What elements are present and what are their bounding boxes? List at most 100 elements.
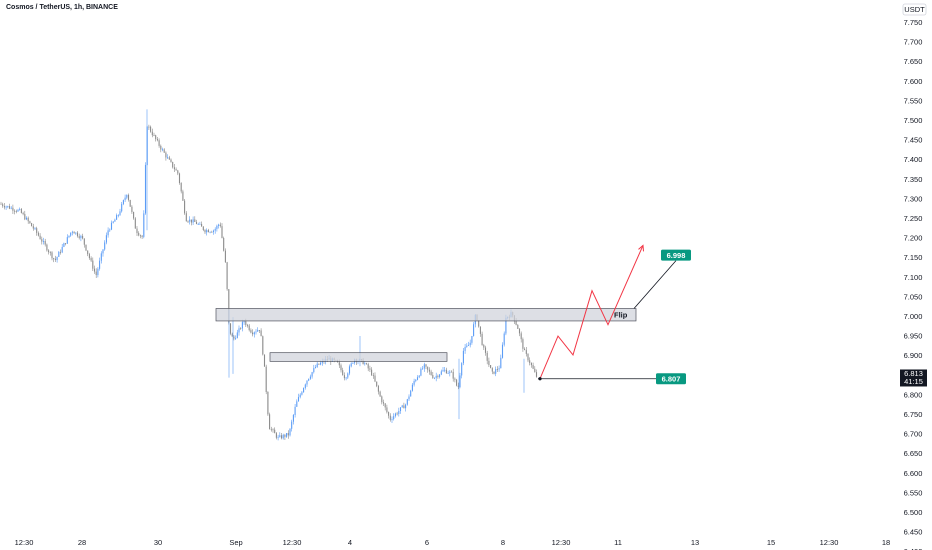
candle-body: [212, 230, 215, 233]
candle-body: [464, 346, 466, 351]
candle-body: [350, 363, 352, 367]
candle-body: [141, 235, 143, 237]
candle-body: [41, 239, 43, 242]
candle-body: [411, 384, 413, 391]
candle-body: [371, 369, 373, 376]
candle-body: [107, 230, 109, 236]
candle-body: [109, 229, 111, 231]
candle-body: [252, 332, 254, 335]
candle-body: [461, 363, 463, 376]
candle-body: [173, 167, 175, 170]
candle-body: [263, 354, 266, 367]
candle-body: [442, 370, 444, 372]
candle-body: [488, 360, 490, 366]
price-tick: 7.350: [904, 175, 923, 184]
support-zone[interactable]: [269, 352, 448, 362]
last-price-value: 6.813: [904, 369, 923, 378]
time-tick: 15: [767, 538, 775, 547]
candle-body: [479, 326, 481, 334]
candle-body: [161, 149, 164, 151]
candle-body: [14, 210, 16, 212]
candle-body: [138, 233, 140, 236]
price-tick: 7.000: [904, 312, 923, 321]
candle-body: [450, 371, 453, 373]
candle-body: [156, 139, 158, 141]
candle-body: [423, 364, 425, 369]
candle-body: [524, 348, 526, 351]
price-tick: 7.200: [904, 234, 923, 243]
candle-body: [316, 363, 318, 368]
candle-body: [372, 375, 374, 376]
candle-body: [478, 320, 480, 327]
candle-body: [484, 347, 487, 353]
time-tick: 12:30: [15, 538, 34, 547]
current-level-tag: [656, 373, 686, 385]
candle-body: [454, 378, 456, 380]
candle-body: [15, 211, 17, 212]
price-tick: 6.600: [904, 469, 923, 478]
candle-body: [175, 169, 177, 171]
time-tick: 13: [691, 538, 699, 547]
candle-body: [65, 243, 67, 244]
currency-badge[interactable]: [902, 3, 927, 16]
candle-body: [282, 434, 284, 439]
time-tick: 6: [425, 538, 429, 547]
candle-body: [518, 328, 521, 334]
candle-body: [399, 407, 402, 411]
candle-body: [19, 209, 21, 210]
candle-body: [224, 250, 226, 263]
candle-body: [172, 161, 174, 168]
candle-body: [432, 375, 434, 379]
candle-body: [343, 375, 345, 379]
candle-body: [226, 262, 228, 290]
candle-body: [209, 231, 211, 233]
candle-body: [119, 211, 121, 215]
candle-body: [473, 324, 475, 336]
projection-path[interactable]: [539, 245, 644, 379]
current-level-text: 6.807: [662, 374, 681, 383]
candle-body: [496, 369, 498, 370]
candle-body: [348, 366, 351, 374]
resistance-zone[interactable]: [215, 308, 637, 322]
candle-body: [83, 238, 85, 245]
candle-body: [49, 252, 51, 253]
time-axis[interactable]: 12:30 28 30 Sep 12:30 4 6 8 12:30 11 13 15 12:30 18: [15, 538, 891, 547]
candle-body: [24, 214, 26, 220]
candle-body: [88, 254, 90, 259]
candle-body: [338, 362, 340, 366]
candle-body: [347, 373, 349, 378]
candle-body: [219, 224, 221, 227]
candle-body: [155, 135, 157, 140]
candle-body: [410, 390, 412, 397]
price-tick: 7.650: [904, 57, 923, 66]
candle-body: [291, 421, 293, 429]
candle-body: [253, 332, 255, 335]
candle-body: [287, 433, 289, 436]
candle-body: [51, 252, 53, 259]
candle-body: [457, 385, 459, 388]
time-tick: 12:30: [820, 538, 839, 547]
candle-body: [301, 392, 303, 395]
candle-body: [133, 211, 135, 219]
candle-body: [269, 414, 271, 430]
candle-body: [340, 365, 342, 371]
candle-body: [498, 368, 500, 370]
candle-body: [308, 378, 310, 381]
candle-body: [228, 289, 230, 324]
price-tick: 6.700: [904, 430, 923, 439]
price-tick: 7.100: [904, 273, 923, 282]
candle-body: [34, 228, 36, 230]
candle-body: [501, 344, 504, 358]
time-tick: 4: [348, 538, 352, 547]
candle-body: [36, 228, 38, 233]
price-tick: 7.150: [904, 253, 923, 262]
candle-body: [46, 244, 48, 251]
candle-body: [95, 271, 97, 276]
candle-body: [12, 207, 14, 211]
candle-body: [379, 391, 381, 397]
time-tick: Sep: [229, 538, 242, 547]
price-tick: 7.300: [904, 194, 923, 203]
candle-body: [505, 317, 507, 334]
price-axis[interactable]: USDT 7.750 7.700 7.650 7.600 7.550 7.500 7.450…: [899, 0, 932, 550]
